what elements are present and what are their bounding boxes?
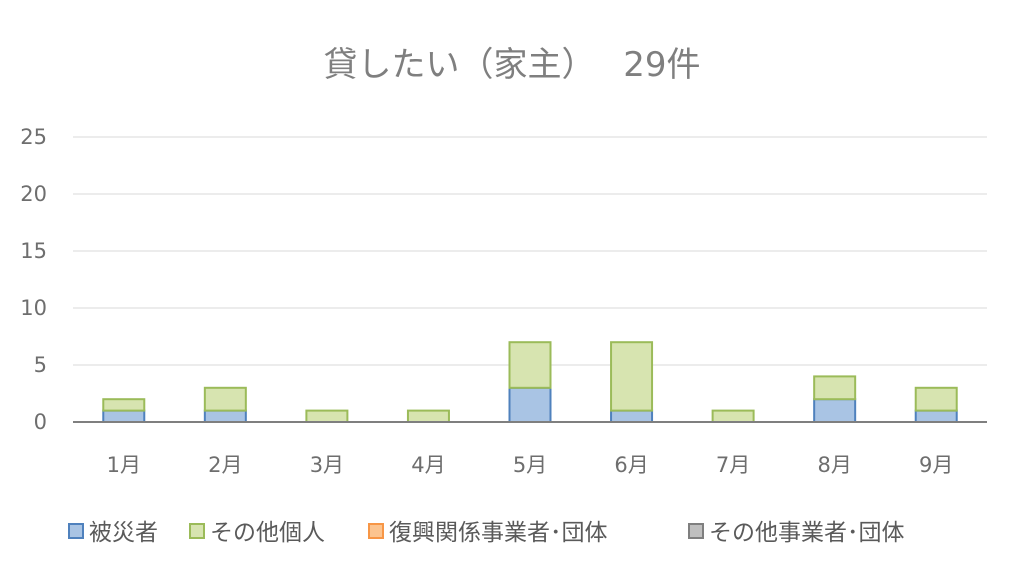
- bar-segment: [711, 409, 755, 424]
- y-tick-label: 5: [34, 353, 47, 377]
- y-tick-label: 15: [20, 239, 47, 263]
- x-axis-ticks: 1月 2月 3月 4月 5月 6月 7月 8月 9月: [107, 453, 954, 477]
- legend-item: 復興関係事業者･団体: [368, 520, 608, 546]
- bar-segment: [813, 398, 857, 424]
- y-axis-ticks: 0 5 10 15 20 25: [20, 125, 47, 434]
- bar-segment: [813, 375, 857, 401]
- y-tick-label: 10: [20, 296, 47, 320]
- legend-swatch: [68, 523, 84, 539]
- legend-swatch: [368, 523, 384, 539]
- legend-label: 被災者: [89, 520, 158, 546]
- bar-segment: [914, 386, 958, 412]
- legend-swatch: [189, 523, 205, 539]
- bar-segment: [914, 409, 958, 424]
- legend-item: その他個人: [189, 520, 325, 546]
- bar-segment: [203, 386, 247, 412]
- legend-item: その他事業者･団体: [688, 520, 905, 546]
- bar-segment: [102, 409, 146, 424]
- x-tick-label: 1月: [107, 453, 141, 477]
- x-tick-label: 4月: [411, 453, 445, 477]
- x-tick-label: 2月: [208, 453, 242, 477]
- bar-segment: [203, 409, 247, 424]
- bar-segment: [610, 409, 654, 424]
- x-tick-label: 7月: [716, 453, 750, 477]
- bars: [102, 341, 958, 424]
- x-tick-label: 6月: [614, 453, 648, 477]
- bar-segment: [508, 386, 552, 423]
- bar-segment: [508, 341, 552, 389]
- chart-title: 貸したい（家主） 29件: [323, 45, 700, 85]
- x-tick-label: 5月: [513, 453, 547, 477]
- x-tick-label: 9月: [919, 453, 953, 477]
- legend-label: その他事業者･団体: [709, 520, 905, 546]
- legend-item: 被災者: [68, 520, 158, 546]
- x-tick-label: 8月: [817, 453, 851, 477]
- x-tick-label: 3月: [310, 453, 344, 477]
- bar-segment: [406, 409, 450, 424]
- y-tick-label: 0: [34, 410, 47, 434]
- bar-segment: [610, 341, 654, 412]
- legend-label: 復興関係事業者･団体: [389, 520, 608, 546]
- y-tick-label: 25: [20, 125, 47, 149]
- y-tick-label: 20: [20, 182, 47, 206]
- bar-segment: [102, 398, 146, 412]
- legend-swatch: [688, 523, 704, 539]
- legend-label: その他個人: [210, 520, 325, 546]
- gridlines: [73, 136, 987, 366]
- bar-segment: [305, 409, 349, 424]
- legend: 被災者 その他個人 復興関係事業者･団体 その他事業者･団体: [68, 520, 905, 546]
